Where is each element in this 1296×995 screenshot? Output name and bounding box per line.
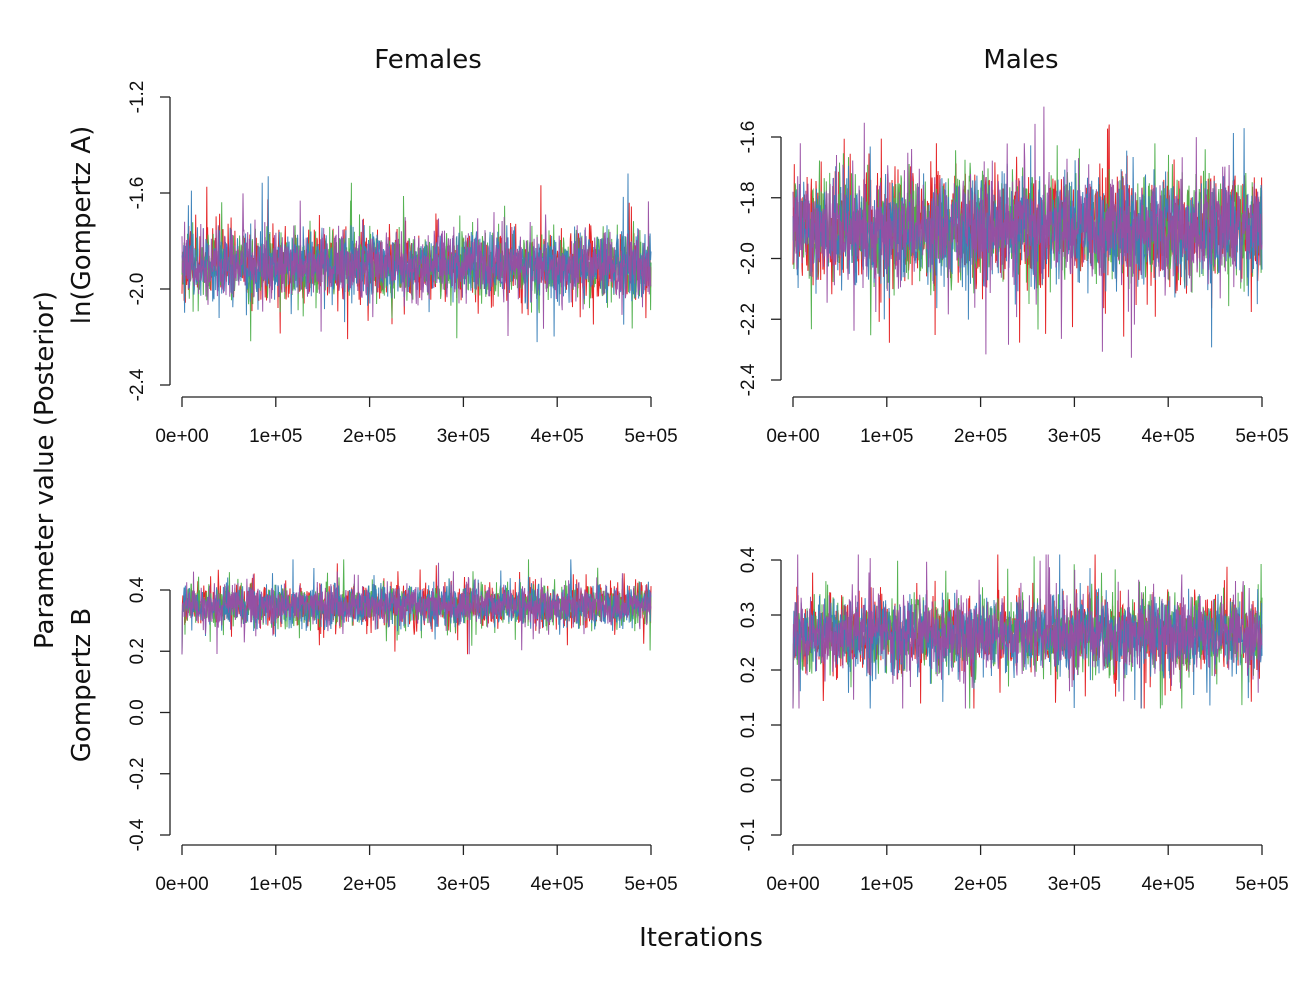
- panel-females-lnA: 0e+00 1e+05 2e+05 3e+05 4e+05 5e+05 -1.2 -1.6 -2…: [127, 81, 678, 447]
- x-tick-label: 1e+05: [249, 426, 302, 447]
- panel-females-B: 0e+00 1e+05 2e+05 3e+05 4e+05 5e+05 0.4 0.2 0.0 -…: [127, 559, 678, 895]
- trace-series-3: [181, 562, 652, 655]
- panel-males-lnA: 0e+00 1e+05 2e+05 3e+05 4e+05 5e+05 -1.6 -1.8 -2…: [738, 106, 1289, 447]
- y-tick-label: 0.2: [127, 638, 148, 664]
- y-tick-label: -2.4: [738, 363, 759, 396]
- y-tick-label: -1.8: [738, 181, 759, 214]
- x-tick-label: 4e+05: [1142, 874, 1195, 895]
- x-tick-label: 3e+05: [437, 426, 490, 447]
- panel-males-B: 0e+00 1e+05 2e+05 3e+05 4e+05 5e+05 0.4 0.3 0.2 0…: [738, 546, 1289, 895]
- column-title-males: Males: [983, 45, 1058, 75]
- x-tick-label: 3e+05: [1048, 426, 1101, 447]
- x-tick-label: 0e+00: [766, 874, 819, 895]
- x-tick-label: 1e+05: [860, 874, 913, 895]
- y-tick-label: -2.2: [738, 303, 759, 336]
- x-tick-label: 0e+00: [155, 426, 208, 447]
- y-tick-label: -2.4: [127, 368, 148, 401]
- trace-series-3: [792, 106, 1263, 358]
- x-tick-label: 5e+05: [624, 426, 677, 447]
- y-tick-label: 0.4: [738, 546, 759, 573]
- x-tick-label: 2e+05: [343, 874, 396, 895]
- x-tick-label: 2e+05: [954, 874, 1007, 895]
- y-tick-label: 0.4: [127, 576, 148, 603]
- trace-series-3: [792, 554, 1263, 709]
- x-tick-label: 4e+05: [531, 426, 584, 447]
- x-tick-label: 3e+05: [1048, 874, 1101, 895]
- x-tick-label: 5e+05: [1235, 426, 1288, 447]
- y-tick-label: -1.6: [738, 121, 759, 154]
- x-tick-label: 4e+05: [531, 874, 584, 895]
- y-tick-label: 0.0: [127, 699, 148, 725]
- y-tick-label: -2.0: [738, 242, 759, 275]
- y-tick-label: -1.2: [127, 81, 148, 114]
- x-tick-label: 1e+05: [249, 874, 302, 895]
- column-title-females: Females: [374, 45, 482, 75]
- trace-series-3: [181, 193, 652, 337]
- y-tick-label: 0.1: [738, 712, 759, 738]
- y-tick-label: -0.1: [738, 819, 759, 852]
- x-tick-label: 4e+05: [1142, 426, 1195, 447]
- x-tick-label: 5e+05: [1235, 874, 1288, 895]
- x-tick-label: 0e+00: [155, 874, 208, 895]
- y-tick-label: 0.3: [738, 602, 759, 628]
- x-tick-label: 3e+05: [437, 874, 490, 895]
- y-axis-common-label: Parameter value (Posterior): [30, 291, 60, 649]
- y-tick-label: -2.0: [127, 273, 148, 306]
- panels-group: 0e+00 1e+05 2e+05 3e+05 4e+05 5e+05 -1.2 -1.6 -2…: [127, 81, 1289, 895]
- y-tick-label: -1.6: [127, 177, 148, 210]
- y-tick-label: 0.0: [738, 767, 759, 793]
- x-tick-label: 5e+05: [624, 874, 677, 895]
- x-tick-label: 0e+00: [766, 426, 819, 447]
- x-tick-label: 2e+05: [343, 426, 396, 447]
- x-tick-label: 1e+05: [860, 426, 913, 447]
- row-label-ln-gompertz-a: ln(Gompertz A): [67, 126, 97, 324]
- x-tick-label: 2e+05: [954, 426, 1007, 447]
- x-axis-common-label: Iterations: [639, 923, 763, 953]
- y-tick-label: 0.2: [738, 657, 759, 683]
- y-tick-label: -0.2: [127, 757, 148, 790]
- row-label-gompertz-b: Gompertz B: [67, 608, 97, 763]
- y-tick-label: -0.4: [127, 818, 148, 851]
